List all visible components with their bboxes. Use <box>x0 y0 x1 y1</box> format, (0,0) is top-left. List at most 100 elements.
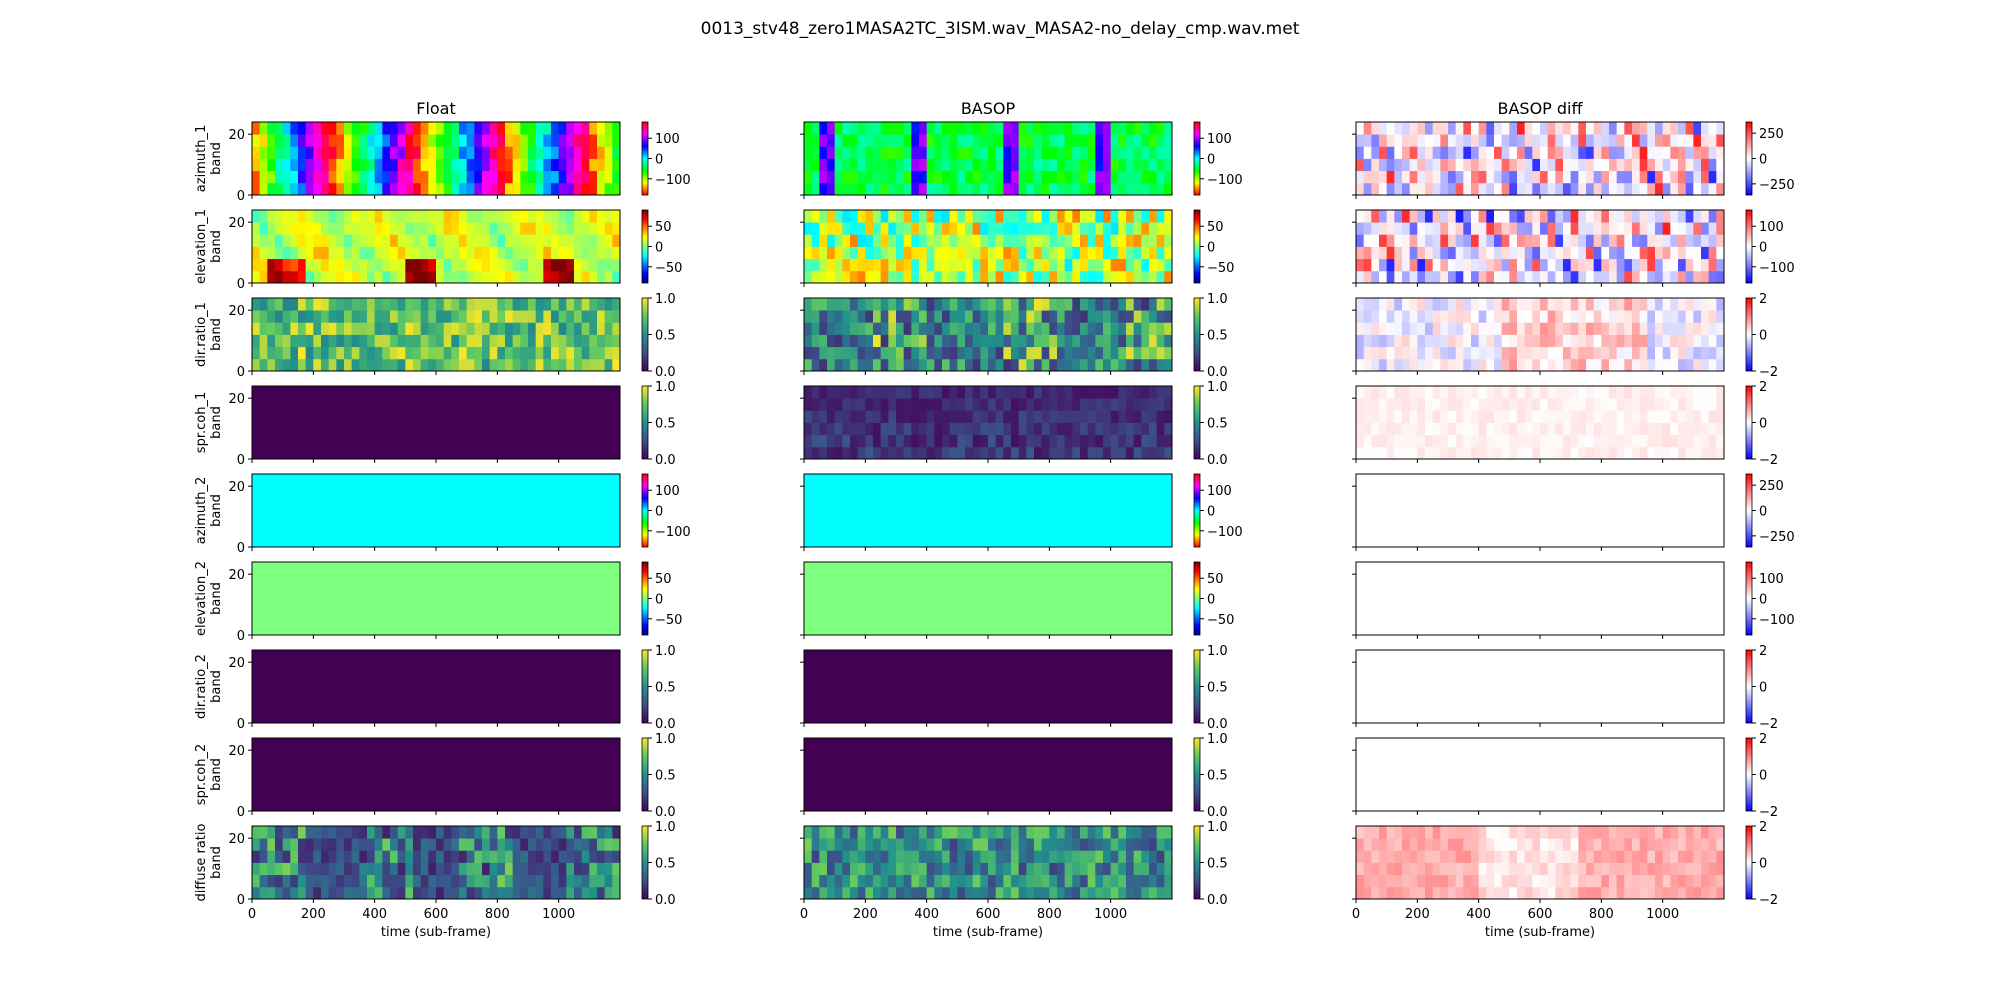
heatmap-cell <box>367 234 376 247</box>
heatmap-cell <box>926 386 935 399</box>
colorbar-tick-label: 0 <box>1207 593 1215 608</box>
colorbar-tick-label: 100 <box>1759 572 1784 587</box>
heatmap-cell <box>1133 298 1142 311</box>
heatmap-cell <box>474 334 483 348</box>
heatmap-cell <box>850 270 859 284</box>
heatmap-cell <box>1041 322 1050 335</box>
heatmap-cell <box>1417 826 1426 839</box>
heatmap-cell <box>957 398 966 411</box>
heatmap-cell <box>482 258 491 272</box>
heatmap-cell <box>1386 270 1395 284</box>
heatmap-cell <box>275 170 284 184</box>
heatmap-cell <box>290 298 299 311</box>
heatmap-cell <box>413 146 422 159</box>
heatmap-cell <box>428 862 437 876</box>
heatmap-cell <box>382 170 391 184</box>
heatmap-cell <box>896 234 905 247</box>
heatmap-cell <box>1555 826 1564 839</box>
heatmap-cell <box>535 850 544 863</box>
y-tick-label: 0 <box>237 629 245 644</box>
heatmap-cell <box>1164 222 1173 235</box>
heatmap-cell <box>1678 398 1687 411</box>
heatmap-cell <box>1471 862 1480 876</box>
heatmap-cell <box>321 838 330 851</box>
heatmap-cell <box>980 322 989 335</box>
heatmap-cell <box>919 358 928 372</box>
heatmap-cell <box>413 334 422 348</box>
heatmap-cell <box>275 862 284 876</box>
heatmap-cell <box>972 246 981 260</box>
heatmap-cell <box>1363 346 1372 360</box>
heatmap-cell <box>290 258 299 272</box>
heatmap-cell <box>1494 826 1503 839</box>
heatmap-cell <box>980 850 989 863</box>
heatmap-cell <box>1708 874 1717 888</box>
heatmap-cell <box>1095 234 1104 247</box>
heatmap-cell <box>1478 886 1487 900</box>
heatmap-cell <box>259 258 268 272</box>
heatmap-cell <box>505 182 514 196</box>
heatmap-cell <box>1034 334 1043 348</box>
heatmap-cell <box>535 182 544 196</box>
heatmap-cell <box>1041 234 1050 247</box>
heatmap-cell <box>1586 146 1595 159</box>
heatmap-cell <box>1448 270 1457 284</box>
heatmap-cell <box>1034 210 1043 223</box>
heatmap-cell <box>1057 322 1066 335</box>
heatmap-cell <box>1685 850 1694 863</box>
heatmap-cell <box>520 222 529 235</box>
heatmap-cell <box>520 334 529 348</box>
heatmap-cell <box>604 826 613 839</box>
heatmap-cell <box>1425 222 1434 235</box>
heatmap-cell <box>1540 874 1549 888</box>
heatmap-cell <box>1141 170 1150 184</box>
heatmap-cell <box>558 222 567 235</box>
heatmap-cell <box>972 398 981 411</box>
heatmap-cell <box>604 334 613 348</box>
heatmap-cell <box>1041 434 1050 448</box>
heatmap-cell <box>888 298 897 311</box>
heatmap-cell <box>321 222 330 235</box>
heatmap-cell <box>834 826 843 839</box>
heatmap-cell <box>397 874 406 888</box>
heatmap-cell <box>1156 826 1165 839</box>
heatmap-cell <box>934 134 943 147</box>
heatmap-cell <box>965 210 974 223</box>
heatmap-cell <box>390 270 399 284</box>
heatmap-cell <box>1678 862 1687 876</box>
heatmap-cell <box>1026 210 1035 223</box>
heatmap-cell <box>1064 398 1073 411</box>
heatmap-cell <box>1540 434 1549 448</box>
heatmap-cell <box>466 170 475 184</box>
heatmap-cell <box>367 862 376 876</box>
heatmap-cell <box>612 862 621 876</box>
heatmap-cell <box>581 310 590 323</box>
heatmap-cell <box>436 322 445 335</box>
heatmap-cell <box>420 310 429 323</box>
heatmap-cell <box>1034 446 1043 460</box>
heatmap-cell <box>604 182 613 196</box>
heatmap-cell <box>811 850 820 863</box>
heatmap-cell <box>328 210 337 223</box>
panel-elevation-1-basop: 500−50 <box>800 209 1234 287</box>
heatmap-cell <box>1494 270 1503 284</box>
heatmap-cell <box>359 874 368 888</box>
heatmap-cell <box>1386 322 1395 335</box>
heatmap-cell <box>505 246 514 260</box>
y-tick-label: 20 <box>228 480 245 495</box>
colorbar-tick-label: 1.0 <box>1207 820 1228 835</box>
heatmap-cell <box>459 246 468 260</box>
heatmap-cell <box>1057 146 1066 159</box>
heatmap-cell <box>1049 410 1058 423</box>
heatmap-cell <box>321 322 330 335</box>
heatmap-cell <box>1471 398 1480 411</box>
heatmap-cell <box>574 862 583 876</box>
colorbar-tick-label: 0.5 <box>1207 329 1228 344</box>
heatmap-cell <box>581 182 590 196</box>
heatmap-cell <box>1164 386 1173 399</box>
heatmap-cell <box>474 346 483 360</box>
heatmap-cell <box>1356 234 1365 247</box>
heatmap-cell <box>1609 386 1618 399</box>
heatmap-cell <box>505 258 514 272</box>
heatmap-cell <box>949 862 958 876</box>
